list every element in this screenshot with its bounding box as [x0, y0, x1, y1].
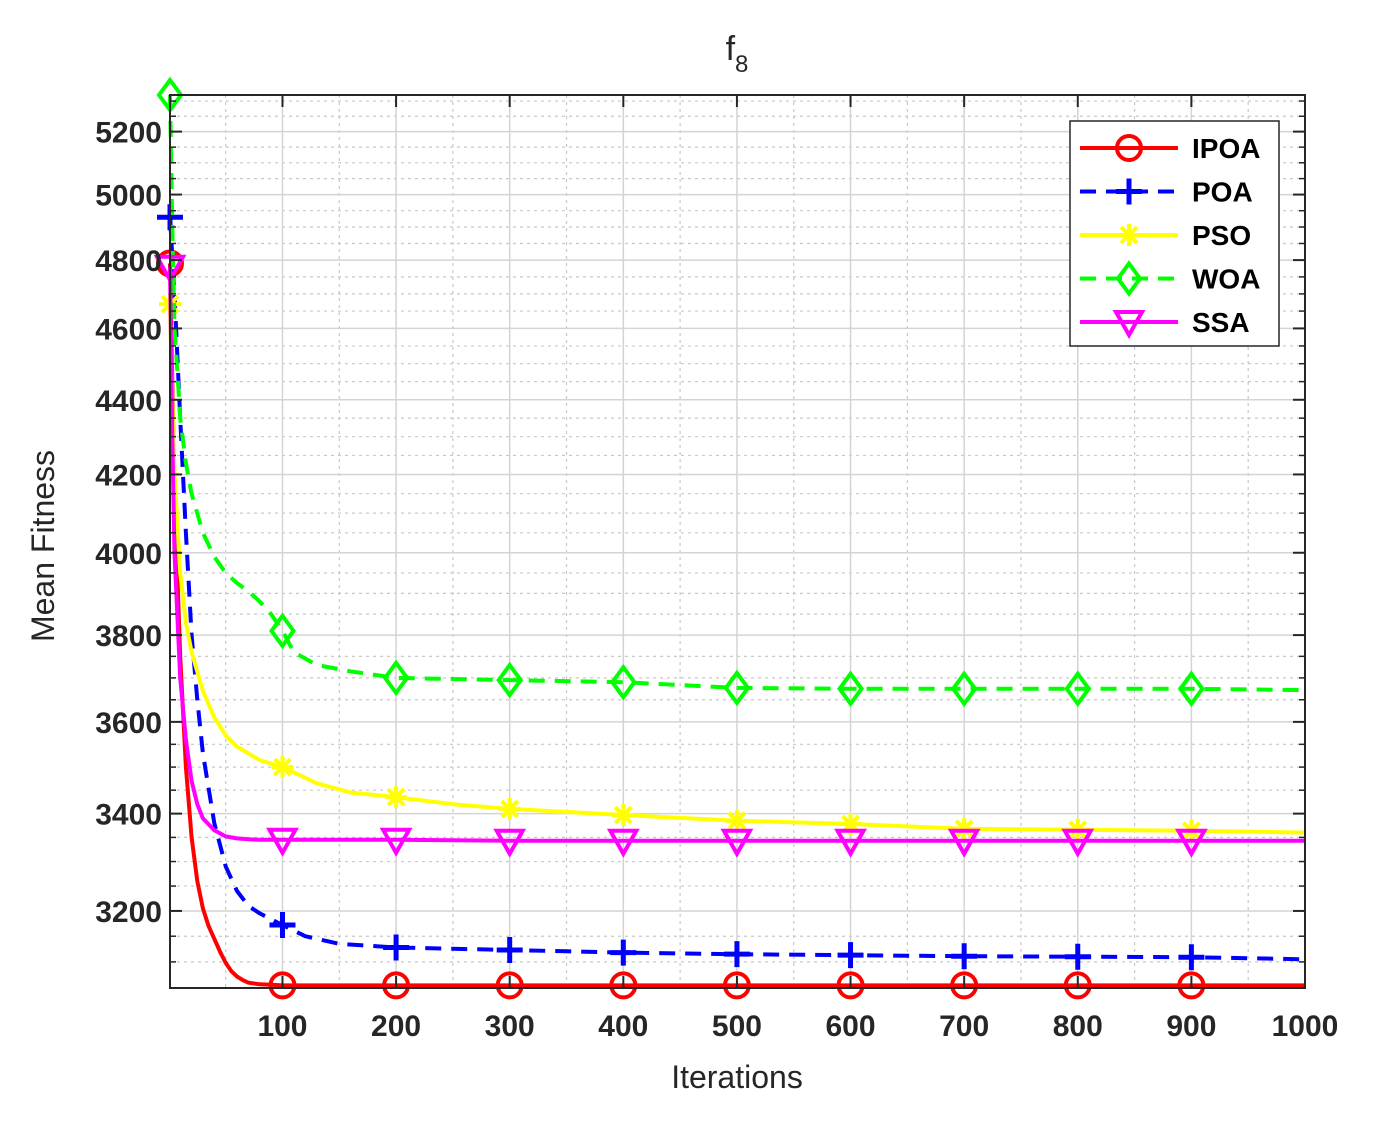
y-tick-label: 4400 — [95, 385, 162, 418]
legend-item-ipoa: IPOA — [1080, 133, 1260, 164]
data-point-ipoa — [950, 971, 979, 1000]
data-point-ssa — [266, 827, 299, 857]
y-tick-label: 4000 — [95, 538, 162, 571]
series-ssa — [153, 254, 1305, 858]
x-axis-label: Iterations — [671, 1059, 803, 1095]
data-point-woa — [496, 661, 524, 699]
data-point-ipoa — [836, 971, 865, 1000]
data-point-ssa — [834, 828, 867, 858]
data-point-ssa — [1061, 828, 1095, 858]
data-point-ipoa — [722, 971, 751, 1000]
data-point-pso — [498, 797, 521, 820]
legend: IPOA POA PSO WOA SSA — [1069, 120, 1280, 347]
data-point-ipoa — [1063, 971, 1092, 1000]
data-point-poa — [1178, 944, 1205, 971]
data-point-pso — [271, 756, 294, 779]
x-tick-label: 100 — [257, 1010, 307, 1043]
legend-label: WOA — [1192, 264, 1260, 295]
series-line-woa — [168, 94, 1306, 693]
legend-label: IPOA — [1192, 133, 1260, 164]
data-point-pso — [612, 804, 635, 827]
legend-item-ssa: SSA — [1080, 307, 1250, 340]
x-tick-label: 300 — [485, 1010, 535, 1043]
data-point-woa — [1064, 670, 1092, 708]
data-point-ipoa — [268, 971, 297, 1000]
data-point-ssa — [720, 828, 754, 858]
data-point-ipoa — [382, 971, 411, 1000]
y-tick-label: 3600 — [95, 707, 162, 740]
legend-marker — [1118, 224, 1140, 246]
y-tick-label: 3400 — [95, 799, 162, 832]
legend-label: POA — [1192, 177, 1253, 208]
y-tick-label: 5200 — [95, 117, 162, 150]
legend-item-pso: PSO — [1080, 220, 1251, 251]
legend-label: PSO — [1192, 220, 1251, 251]
data-point-woa — [268, 612, 296, 650]
legend-marker — [1115, 260, 1143, 297]
y-tick-label: 4200 — [95, 459, 162, 492]
data-point-ssa — [379, 827, 413, 857]
data-point-pso — [725, 809, 748, 832]
data-point-woa — [837, 670, 865, 708]
series-line-poa — [168, 217, 1306, 962]
y-axis-label: Mean Fitness — [25, 450, 61, 642]
data-point-ssa — [947, 828, 981, 858]
data-point-ssa — [1174, 828, 1208, 858]
data-point-woa — [382, 659, 410, 697]
legend-marker — [1115, 134, 1143, 162]
data-point-woa — [723, 669, 751, 707]
y-tick-label: 5000 — [95, 180, 162, 213]
data-point-pso — [385, 786, 408, 809]
x-tick-label: 200 — [371, 1010, 421, 1043]
data-point-ssa — [493, 828, 527, 858]
data-point-ssa — [606, 828, 640, 858]
data-point-ipoa — [495, 971, 524, 1000]
data-point-poa — [837, 942, 864, 969]
y-tick-label: 4600 — [95, 313, 162, 346]
data-point-woa — [609, 663, 637, 701]
series-line-ssa — [168, 266, 1305, 843]
y-tick-label: 4800 — [95, 245, 162, 278]
legend-item-woa: WOA — [1080, 260, 1260, 297]
data-point-poa — [610, 939, 637, 966]
data-point-poa — [383, 934, 410, 961]
y-tick-label: 3800 — [95, 620, 162, 653]
series-woa — [156, 76, 1306, 708]
legend-item-poa: POA — [1080, 177, 1253, 208]
data-point-woa — [1177, 670, 1205, 708]
data-point-poa — [1064, 943, 1091, 970]
data-point-ipoa — [1177, 971, 1206, 1000]
data-point-poa — [269, 912, 296, 939]
x-tick-label: 600 — [826, 1010, 876, 1043]
x-tick-label: 400 — [598, 1010, 648, 1043]
data-point-poa — [723, 941, 750, 968]
x-tick-label: 1000 — [1272, 1010, 1339, 1043]
x-tick-label: 800 — [1053, 1010, 1103, 1043]
x-tick-label: 500 — [712, 1010, 762, 1043]
data-point-poa — [496, 937, 523, 964]
legend-label: SSA — [1192, 307, 1250, 338]
legend-marker — [1116, 178, 1142, 205]
chart-title: f8 — [726, 30, 749, 78]
legend-marker — [1112, 310, 1146, 340]
x-tick-label: 900 — [1166, 1010, 1216, 1043]
series-line-ipoa — [168, 263, 1305, 988]
y-tick-label: 3200 — [95, 896, 162, 929]
data-series — [153, 76, 1306, 1000]
data-point-ipoa — [609, 971, 638, 1000]
data-point-woa — [950, 670, 978, 708]
axis-ticks: 3200 3400 3600 3800 4000 4200 4400 4600 4800 5000… — [95, 95, 1338, 1043]
series-ipoa — [156, 249, 1305, 1000]
data-point-pso — [839, 813, 862, 836]
data-point-poa — [951, 943, 978, 970]
x-tick-label: 700 — [939, 1010, 989, 1043]
